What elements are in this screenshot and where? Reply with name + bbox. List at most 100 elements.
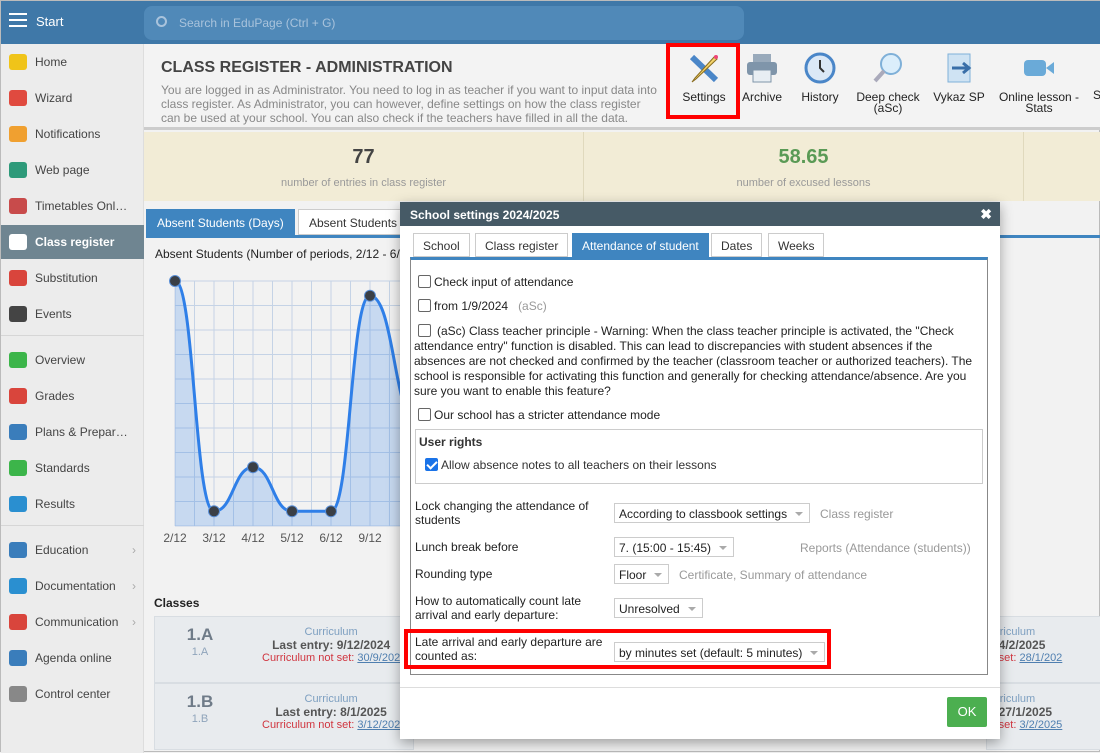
tab-class-register[interactable]: Class register (475, 233, 569, 257)
last-entry: Last entry: 9/12/2024 (272, 638, 391, 652)
history-button[interactable]: History (797, 52, 843, 103)
check-input-checkbox[interactable] (418, 275, 431, 288)
class-row[interactable]: 1.A 1.A Curriculum Last entry: 9/12/2024 C… (154, 616, 414, 683)
menu-icon[interactable] (9, 13, 27, 27)
sidebar-item-label: Timetables Onl… (35, 199, 128, 213)
sidebar-item-label: Substitution (35, 271, 98, 285)
rounding-type-select[interactable]: Floor (614, 564, 670, 584)
class-row[interactable]: Curriculumentry: 4/2/2025um not set: 28/… (986, 616, 1100, 683)
calendar-icon (9, 306, 27, 322)
printer-icon (747, 54, 777, 83)
sidebar-item-events[interactable]: Events (1, 297, 144, 331)
house-icon (9, 162, 27, 178)
ok-button[interactable]: OK (947, 697, 987, 727)
sidebar-item-education[interactable]: Education › (1, 533, 144, 567)
curriculum-link[interactable]: Curriculum (304, 693, 358, 705)
lock-attendance-hint: Class register (820, 507, 894, 521)
class-teacher-principle-checkbox[interactable] (418, 324, 431, 337)
lunch-break-select[interactable]: 7. (15:00 - 15:45) (614, 537, 735, 557)
sidebar-item-notifications[interactable]: Notifications (1, 117, 144, 151)
history-label: History (801, 90, 839, 104)
absent-students-chart: 2/12 3/12 4/12 5/12 6/12 9/12 (163, 275, 401, 545)
sidebar-item-grades[interactable]: Grades (1, 379, 144, 413)
settings-button[interactable]: Settings (671, 52, 737, 103)
user-rights-box: User rights Allow absence notes to all t… (415, 429, 983, 484)
tab-school[interactable]: School (413, 233, 470, 257)
sidebar-item-control-center[interactable]: Control center (1, 677, 144, 711)
sidebar-item-communication[interactable]: Communication › (1, 605, 144, 639)
sidebar-item-label: Grades (35, 389, 75, 403)
vykaz-sp-button[interactable]: Vykaz SP (931, 52, 987, 103)
user-rights-heading: User rights (419, 435, 483, 449)
deep-check-button[interactable]: Deep check (aSc) (852, 52, 924, 114)
from-checkbox[interactable] (418, 299, 431, 312)
stat-label: number of entries in class register (280, 177, 447, 189)
more-tool-button[interactable]: S (1092, 90, 1100, 101)
curriculum-date-link[interactable]: 3/2/2025 (1019, 719, 1063, 731)
x-tick-label: 3/12 (202, 531, 226, 545)
sidebar: Home Wizard Notifications Web page Timetable… (1, 44, 144, 753)
ruler-pencil-icon (689, 54, 719, 83)
sidebar-item-substitution[interactable]: Substitution (1, 261, 144, 295)
top-bar: Start Search in EduPage (Ctrl + G) (1, 1, 1100, 44)
sidebar-item-plans-prepar[interactable]: Plans & Prepar… (1, 415, 144, 449)
search-icon (156, 16, 167, 27)
auto-count-select[interactable]: Unresolved (614, 598, 703, 618)
data-point[interactable] (247, 461, 259, 474)
sidebar-item-timetables-onl[interactable]: Timetables Onl… (1, 189, 144, 223)
clock-icon (804, 52, 836, 84)
data-point[interactable] (169, 275, 181, 287)
tab-weeks[interactable]: Weeks (768, 233, 825, 257)
class-short: 1.B (191, 713, 209, 725)
close-icon[interactable]: ✖ (980, 206, 992, 222)
sidebar-item-label: Overview (35, 353, 86, 367)
curriculum-date-link[interactable]: 28/1/202 (1019, 652, 1063, 664)
data-point[interactable] (364, 289, 376, 302)
chevron-right-icon: › (132, 543, 136, 557)
sidebar-item-wizard[interactable]: Wizard (1, 81, 144, 115)
briefcase-icon (9, 424, 27, 440)
data-point[interactable] (325, 505, 337, 518)
tab-dates[interactable]: Dates (711, 233, 763, 257)
sidebar-item-results[interactable]: Results (1, 487, 144, 521)
sidebar-item-home[interactable]: Home (1, 45, 144, 79)
lock-attendance-select[interactable]: According to classbook settings (614, 503, 811, 523)
curriculum-date-link[interactable]: 30/9/202 (357, 652, 401, 664)
sidebar-item-documentation[interactable]: Documentation › (1, 569, 144, 603)
stricter-row: Our school has a stricter attendance mod… (418, 408, 660, 422)
shield-check-icon (9, 460, 27, 476)
data-point[interactable] (208, 505, 220, 518)
class-row[interactable]: Curriculumentry: 27/1/2025um not set: 3/… (986, 683, 1100, 750)
page-title: CLASS REGISTER - ADMINISTRATION (161, 59, 453, 76)
chat-icon (9, 614, 27, 630)
sidebar-item-agenda-online[interactable]: Agenda online (1, 641, 144, 675)
stat-value: 58.65 (778, 146, 829, 168)
tab-attendance-of-student[interactable]: Attendance of student (572, 233, 709, 257)
late-arrival-select[interactable]: by minutes set (default: 5 minutes) (614, 642, 826, 662)
curriculum-link[interactable]: Curriculum (304, 626, 358, 638)
sidebar-item-overview[interactable]: Overview (1, 343, 144, 377)
start-label[interactable]: Start (36, 14, 64, 29)
online-lesson-stats-button[interactable]: Online lesson - Stats (996, 52, 1082, 114)
sidebar-item-web-page[interactable]: Web page (1, 153, 144, 187)
tab-absent-students[interactable]: Absent Students (298, 209, 408, 235)
class-row[interactable]: 1.B 1.B Curriculum Last entry: 8/1/2025 Cu… (154, 683, 414, 750)
search-input[interactable]: Search in EduPage (Ctrl + G) (144, 6, 744, 40)
curriculum-date-link[interactable]: 3/12/202 (357, 719, 401, 731)
archive-button[interactable]: Archive (740, 52, 784, 103)
lunch-break-hint: Reports (Attendance (students)) (800, 541, 971, 555)
late-arrival-label: Late arrival and early departure are cou… (415, 635, 603, 663)
calendar-grid-icon (9, 198, 27, 214)
last-entry: entry: 27/1/2025 (987, 705, 1053, 719)
online-lesson-stats-label: Online lesson - Stats (998, 90, 1080, 115)
stricter-checkbox[interactable] (418, 408, 431, 421)
data-point[interactable] (286, 505, 298, 518)
grade-badge-icon (9, 388, 27, 404)
allow-notes-checkbox[interactable] (425, 458, 438, 471)
class-info: Curriculum Last entry: 9/12/2024 Curriculu… (262, 626, 400, 665)
curriculum-not-set: Curriculum not set: (262, 652, 358, 664)
sidebar-item-standards[interactable]: Standards (1, 451, 144, 485)
last-entry: entry: 4/2/2025 (987, 638, 1046, 652)
sidebar-item-class-register[interactable]: Class register (1, 225, 144, 259)
tab-absent-days[interactable]: Absent Students (Days) (146, 209, 295, 235)
